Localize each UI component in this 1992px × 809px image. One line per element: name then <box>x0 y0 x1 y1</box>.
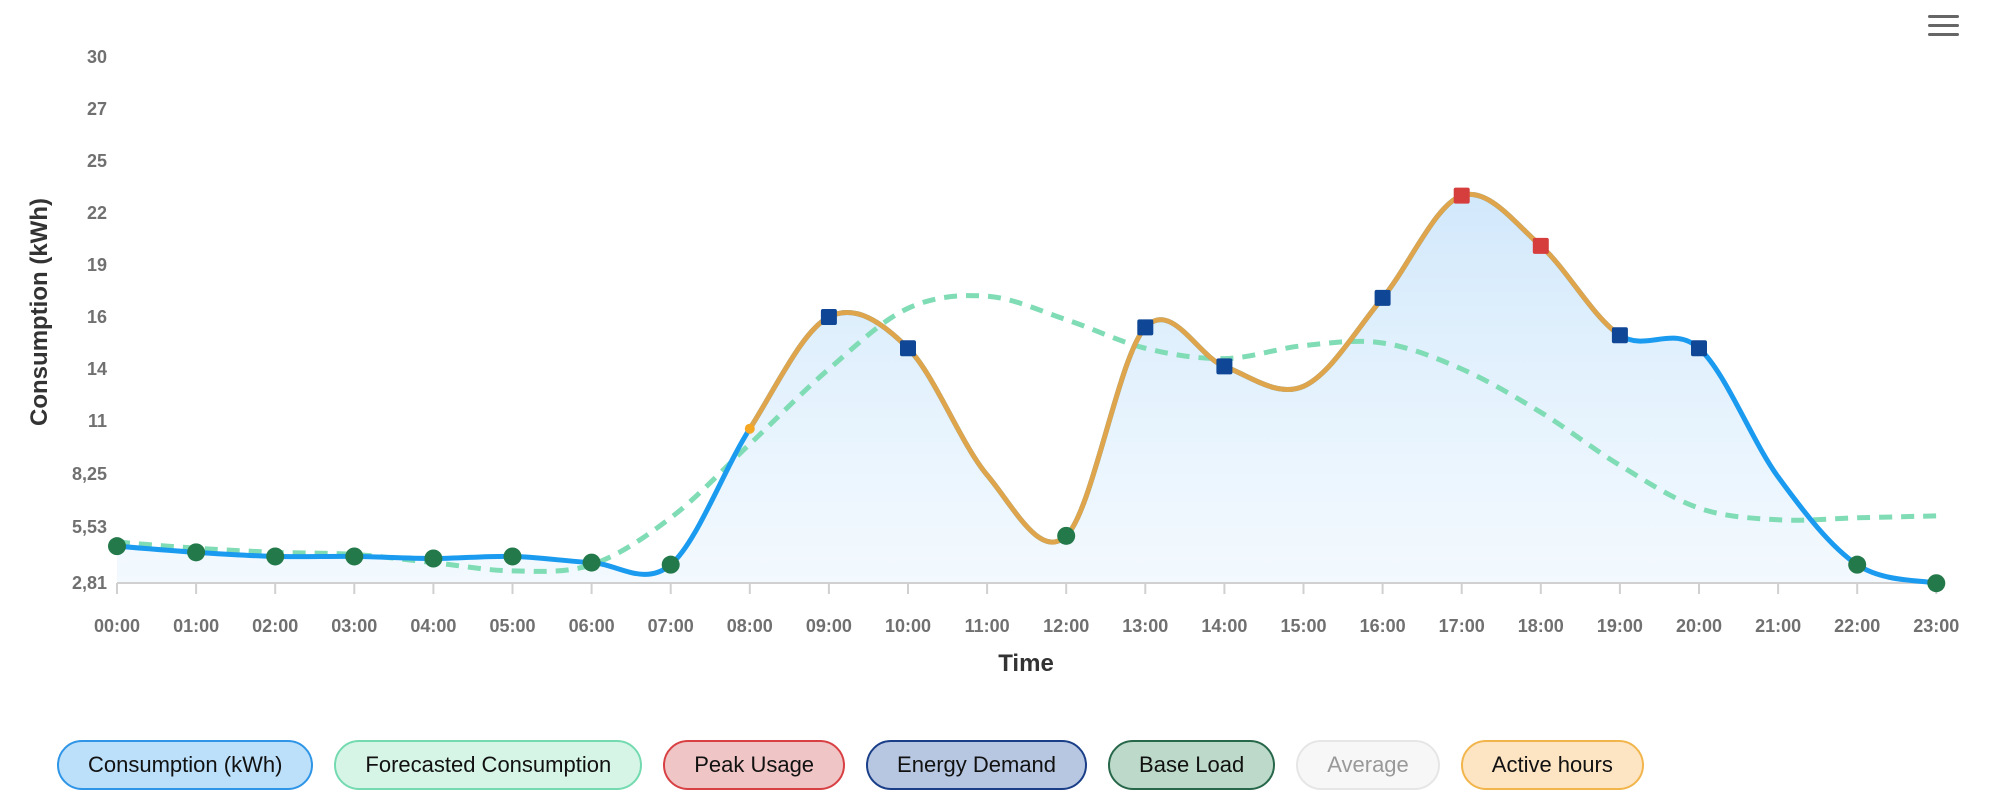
x-tick-label: 15:00 <box>1280 616 1326 636</box>
y-tick-label: 11 <box>88 411 107 431</box>
energy-demand-marker[interactable] <box>900 340 916 357</box>
x-tick-label: 23:00 <box>1913 616 1959 636</box>
y-tick-label: 22 <box>87 203 107 223</box>
x-tick-label: 21:00 <box>1755 616 1801 636</box>
x-tick-label: 22:00 <box>1834 616 1880 636</box>
legend-item-active-hours[interactable]: Active hours <box>1460 740 1644 790</box>
base-load-marker[interactable] <box>266 547 285 566</box>
base-load-marker[interactable] <box>1057 526 1076 545</box>
y-tick-label: 5,53 <box>72 517 107 537</box>
energy-demand-marker[interactable] <box>820 309 837 325</box>
base-load-marker[interactable] <box>108 537 126 556</box>
base-load-marker[interactable] <box>503 547 522 566</box>
legend-label: Average <box>1327 752 1409 777</box>
legend-item-average[interactable]: Average <box>1296 740 1440 790</box>
peak-usage-marker[interactable] <box>1532 237 1549 254</box>
base-load-marker[interactable] <box>187 543 206 562</box>
x-tick-label: 06:00 <box>569 616 615 636</box>
x-tick-label: 02:00 <box>252 616 298 636</box>
base-load-marker[interactable] <box>582 553 601 572</box>
base-load-marker[interactable] <box>661 555 680 574</box>
base-load-marker[interactable] <box>345 547 364 566</box>
y-axis-title: Consumption (kWh) <box>26 198 53 426</box>
y-tick-label: 30 <box>87 47 107 67</box>
y-tick-label: 2,81 <box>72 573 107 593</box>
active-hours-marker[interactable] <box>744 423 755 434</box>
x-tick-label: 16:00 <box>1360 616 1406 636</box>
legend-label: Consumption (kWh) <box>88 752 283 777</box>
base-load-marker[interactable] <box>424 549 443 568</box>
legend-label: Energy Demand <box>897 752 1057 777</box>
x-tick-label: 04:00 <box>410 616 456 636</box>
x-tick-label: 07:00 <box>648 616 694 636</box>
x-tick-label: 13:00 <box>1122 616 1168 636</box>
x-tick-label: 10:00 <box>885 616 931 636</box>
legend-item-consumption-kwh[interactable]: Consumption (kWh) <box>57 740 314 790</box>
legend-item-energy-demand[interactable]: Energy Demand <box>866 740 1088 790</box>
y-tick-label: 19 <box>87 255 107 275</box>
y-tick-label: 14 <box>87 359 107 379</box>
energy-demand-marker[interactable] <box>1216 358 1233 375</box>
legend-label: Base Load <box>1139 752 1245 777</box>
x-tick-label: 01:00 <box>173 616 219 636</box>
x-tick-label: 19:00 <box>1597 616 1643 636</box>
legend-label: Forecasted Consumption <box>365 752 612 777</box>
x-tick-label: 03:00 <box>331 616 377 636</box>
energy-demand-marker[interactable] <box>1691 340 1707 357</box>
legend-label: Peak Usage <box>694 752 815 777</box>
x-tick-label: 20:00 <box>1676 616 1722 636</box>
base-load-marker[interactable] <box>1927 574 1946 593</box>
x-tick-label: 14:00 <box>1201 616 1247 636</box>
base-load-marker[interactable] <box>1848 555 1867 574</box>
energy-demand-marker[interactable] <box>1374 289 1391 306</box>
x-tick-label: 17:00 <box>1439 616 1485 636</box>
y-tick-label: 27 <box>87 99 107 119</box>
x-tick-label: 08:00 <box>727 616 773 636</box>
y-tick-label: 25 <box>87 151 107 171</box>
energy-demand-marker[interactable] <box>1137 319 1154 336</box>
x-tick-label: 05:00 <box>489 616 535 636</box>
y-tick-label: 8,25 <box>72 464 107 484</box>
x-tick-label: 12:00 <box>1043 616 1089 636</box>
menu-button[interactable] <box>1924 10 1964 42</box>
x-tick-label: 00:00 <box>94 616 140 636</box>
legend-item-forecasted-consumption[interactable]: Forecasted Consumption <box>334 740 643 790</box>
legend-label: Active hours <box>1491 752 1613 777</box>
consumption-area <box>117 194 1937 584</box>
peak-usage-marker[interactable] <box>1453 187 1470 204</box>
x-tick-label: 11:00 <box>965 616 1010 636</box>
energy-demand-marker[interactable] <box>1611 327 1628 344</box>
x-tick-label: 18:00 <box>1518 616 1564 636</box>
x-tick-label: 09:00 <box>806 616 852 636</box>
legend-item-peak-usage[interactable]: Peak Usage <box>663 740 846 790</box>
y-tick-label: 16 <box>87 307 107 327</box>
x-axis-title: Time <box>998 650 1054 677</box>
legend: Consumption (kWh) Forecasted Consumption P… <box>57 740 1644 790</box>
legend-item-base-load[interactable]: Base Load <box>1108 740 1276 790</box>
